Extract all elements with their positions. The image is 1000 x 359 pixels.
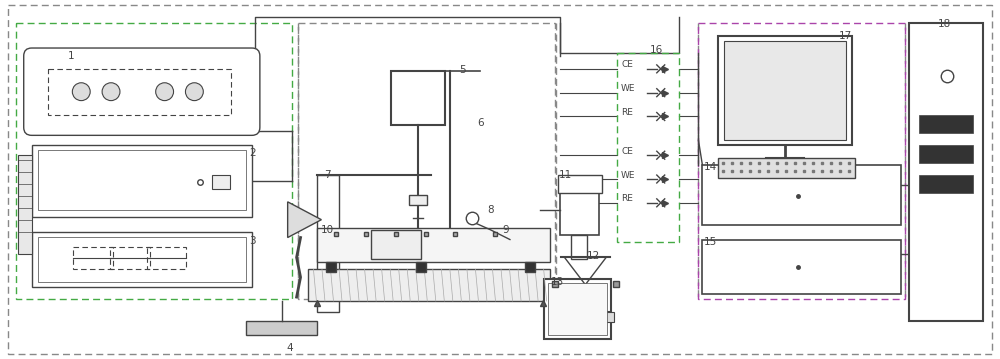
Bar (548, 283, 607, 335)
Text: 12: 12 (587, 251, 600, 261)
Text: 15: 15 (704, 237, 717, 247)
Bar (919, 145, 973, 163)
Text: WE: WE (621, 84, 636, 93)
Text: 17: 17 (839, 31, 852, 41)
Bar (317, 228, 550, 262)
Bar (702, 165, 901, 225)
Text: 5: 5 (459, 65, 466, 75)
Bar (391, 71, 445, 125)
Circle shape (185, 83, 203, 101)
Text: CE: CE (621, 147, 633, 156)
Bar (718, 158, 855, 178)
Bar (110, 247, 150, 269)
Text: 16: 16 (650, 45, 663, 55)
Circle shape (102, 83, 120, 101)
Bar (371, 230, 421, 259)
Bar (32, 145, 252, 217)
Bar (409, 195, 427, 205)
Polygon shape (288, 202, 321, 238)
Text: 4: 4 (286, 343, 293, 353)
Bar (558, 175, 602, 193)
Bar (919, 175, 973, 193)
Text: 18: 18 (938, 19, 951, 29)
Text: 9: 9 (503, 225, 509, 235)
Bar (698, 23, 905, 299)
Text: CE: CE (621, 60, 633, 69)
Bar (919, 116, 973, 133)
Bar (16, 23, 292, 299)
Bar (718, 36, 852, 145)
Text: 8: 8 (487, 205, 493, 215)
FancyBboxPatch shape (24, 48, 260, 135)
Text: WE: WE (621, 171, 636, 180)
Text: 13: 13 (551, 277, 564, 287)
Text: 11: 11 (559, 170, 572, 180)
Bar (909, 23, 983, 321)
Text: 7: 7 (324, 170, 331, 180)
Bar (617, 53, 679, 242)
Bar (724, 41, 846, 140)
Text: 1: 1 (68, 51, 75, 61)
Bar (317, 175, 339, 312)
Text: 3: 3 (250, 236, 256, 246)
Bar (246, 321, 317, 335)
Bar (308, 269, 550, 301)
Bar (702, 239, 901, 294)
Bar (212, 175, 230, 189)
Bar (38, 237, 246, 282)
Circle shape (72, 83, 90, 101)
Text: RE: RE (621, 108, 633, 117)
Text: 2: 2 (250, 148, 256, 158)
Bar (73, 247, 113, 269)
Text: 10: 10 (321, 225, 334, 235)
Bar (147, 247, 186, 269)
Bar (298, 23, 555, 299)
Bar (38, 150, 246, 210)
Text: RE: RE (621, 194, 633, 203)
Bar (18, 155, 32, 255)
Bar (560, 312, 614, 322)
Bar (571, 234, 587, 259)
Circle shape (156, 83, 174, 101)
Bar (560, 190, 599, 234)
Bar (32, 232, 252, 287)
Bar (48, 69, 231, 115)
Bar (544, 279, 611, 339)
Text: 14: 14 (704, 162, 717, 172)
Text: 6: 6 (477, 118, 483, 129)
